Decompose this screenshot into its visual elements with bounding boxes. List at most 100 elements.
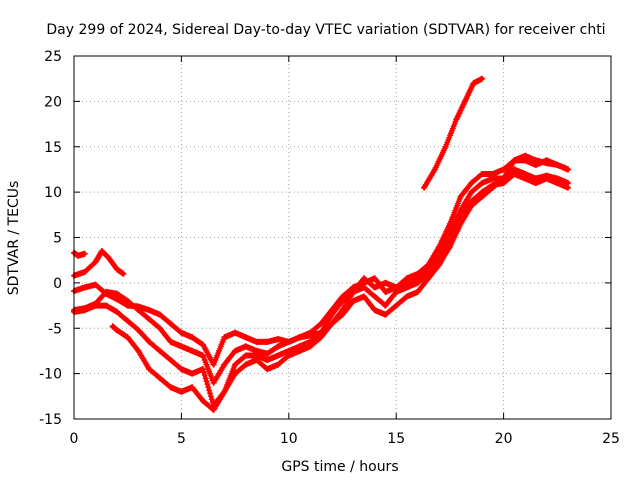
data-point xyxy=(114,308,120,315)
data-point xyxy=(156,347,163,354)
data-point xyxy=(81,284,88,291)
data-point xyxy=(371,307,378,314)
data-point xyxy=(489,175,496,182)
data-point xyxy=(242,334,249,341)
data-point xyxy=(425,275,432,282)
data-point xyxy=(135,347,142,354)
data-point xyxy=(167,338,174,345)
data-point xyxy=(522,152,529,159)
data-point xyxy=(522,175,529,182)
data-point xyxy=(446,243,453,250)
series-track-5 xyxy=(71,171,571,409)
data-point xyxy=(403,293,410,300)
data-point xyxy=(92,281,99,288)
data-point xyxy=(146,338,153,345)
data-point xyxy=(479,75,486,82)
data-point xyxy=(339,298,346,304)
data-point xyxy=(442,143,449,150)
data-point xyxy=(210,406,217,413)
data-point xyxy=(81,269,88,275)
data-point xyxy=(103,302,110,309)
data-point xyxy=(221,388,228,395)
data-point xyxy=(371,293,378,300)
data-point xyxy=(189,334,196,341)
data-point xyxy=(461,98,468,105)
data-point xyxy=(339,311,346,318)
data-point xyxy=(479,180,486,186)
data-point xyxy=(167,320,174,327)
data-point xyxy=(350,298,357,304)
data-point xyxy=(500,175,507,182)
data-point xyxy=(393,302,400,309)
data-point xyxy=(532,157,539,164)
data-point xyxy=(296,334,303,341)
data-point xyxy=(81,250,88,257)
data-point xyxy=(470,80,477,87)
data-point xyxy=(232,329,239,336)
data-point xyxy=(114,296,120,303)
data-point xyxy=(307,329,314,336)
data-point xyxy=(146,316,153,323)
data-point xyxy=(431,166,438,173)
data-point xyxy=(124,318,131,324)
data-point xyxy=(156,375,163,382)
data-point xyxy=(361,284,367,291)
data-point xyxy=(146,307,153,314)
data-point xyxy=(81,307,88,314)
data-point xyxy=(382,279,389,286)
data-series xyxy=(71,75,571,413)
data-point xyxy=(479,193,486,200)
data-point xyxy=(371,275,378,282)
data-point xyxy=(307,343,314,350)
data-point xyxy=(178,329,185,336)
data-point xyxy=(565,184,571,191)
data-point xyxy=(124,334,131,341)
data-point xyxy=(242,343,249,350)
data-point xyxy=(167,384,174,391)
x-axis-label: GPS time / hours xyxy=(281,459,398,475)
y-tick-label: -10 xyxy=(39,367,62,383)
series-track-6 xyxy=(109,152,571,413)
data-point xyxy=(75,252,82,259)
data-point xyxy=(109,323,116,330)
data-point xyxy=(232,347,239,354)
data-point xyxy=(361,293,367,300)
data-point xyxy=(382,288,389,295)
y-tick-label: 25 xyxy=(44,49,62,65)
data-point xyxy=(275,361,282,368)
data-point xyxy=(468,202,475,209)
data-point xyxy=(232,370,239,377)
y-axis-label: SDTVAR / TECUs xyxy=(6,181,22,296)
data-point xyxy=(382,302,389,309)
y-axis-ticks: -15 -10 -5 0 5 10 15 20 25 xyxy=(39,49,611,428)
x-tick-label: 20 xyxy=(495,431,513,447)
y-tick-label: -5 xyxy=(48,321,62,337)
data-point xyxy=(457,211,464,218)
x-tick-label: 25 xyxy=(602,431,620,447)
data-point xyxy=(264,357,271,363)
data-point xyxy=(199,352,206,359)
data-point xyxy=(178,366,185,373)
data-point xyxy=(146,366,153,373)
data-point xyxy=(457,193,464,200)
data-point xyxy=(232,361,239,368)
data-point xyxy=(210,361,217,368)
data-point xyxy=(199,397,206,404)
data-point xyxy=(511,171,518,177)
data-point xyxy=(500,166,507,173)
data-point xyxy=(114,290,120,297)
data-point xyxy=(436,261,443,268)
data-point xyxy=(92,259,99,265)
data-point xyxy=(210,379,217,386)
data-point xyxy=(318,320,324,327)
data-point xyxy=(242,361,249,368)
series-markers xyxy=(71,171,571,409)
data-point xyxy=(543,160,550,167)
data-point xyxy=(156,311,163,318)
data-point xyxy=(124,298,131,304)
data-point xyxy=(275,336,282,343)
data-point xyxy=(178,388,185,395)
data-point xyxy=(296,347,303,354)
data-point xyxy=(114,327,120,334)
data-point xyxy=(318,334,324,341)
